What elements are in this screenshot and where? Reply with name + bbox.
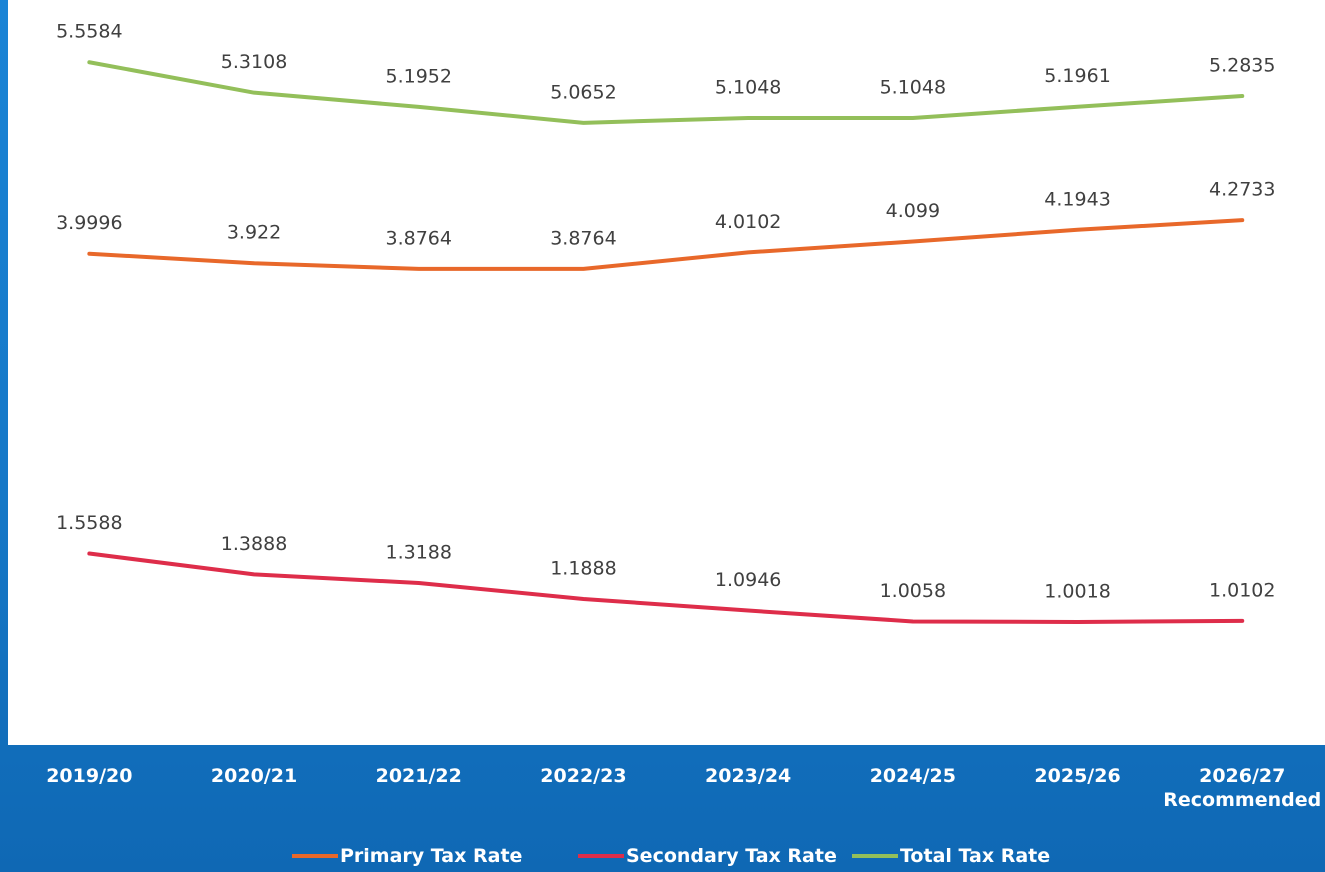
data-label: 5.1048 (715, 76, 781, 98)
legend-swatch (852, 854, 898, 858)
data-label: 5.0652 (550, 81, 616, 103)
x-tick-label: 2020/21 (210, 765, 298, 787)
data-label: 4.2733 (1209, 179, 1275, 201)
data-label: 1.0058 (880, 580, 946, 602)
x-tick-label: 2025/26 (1034, 765, 1121, 787)
x-tick-label: 2023/24 (705, 765, 792, 787)
data-label: 3.8764 (550, 227, 616, 249)
data-label: 1.1888 (550, 557, 616, 579)
x-tick-label: 2024/25 (869, 765, 956, 787)
x-tick-label: 2021/22 (375, 765, 462, 787)
data-label: 5.3108 (221, 51, 287, 73)
data-label: 4.0102 (715, 211, 781, 233)
data-label: 1.0102 (1209, 579, 1275, 601)
data-label: 1.0018 (1044, 580, 1110, 602)
series-line (87, 218, 1245, 271)
x-tick-label: 2022/23 (540, 765, 627, 787)
legend-item: Secondary Tax Rate (578, 845, 837, 867)
legend-label: Secondary Tax Rate (626, 845, 837, 867)
data-label: 4.099 (886, 200, 940, 222)
data-label: 5.1961 (1044, 65, 1110, 87)
data-label: 4.1943 (1044, 188, 1110, 210)
legend-swatch (292, 854, 338, 858)
data-label: 1.3188 (386, 542, 452, 564)
x-tick-label: 2019/20 (46, 765, 133, 787)
series-line (87, 551, 1245, 624)
data-label: 3.8764 (386, 227, 452, 249)
data-label: 5.5584 (56, 21, 122, 43)
data-label: 3.9996 (56, 212, 122, 234)
data-label: 1.0946 (715, 569, 781, 591)
legend-item: Primary Tax Rate (292, 845, 522, 867)
data-label: 3.922 (227, 222, 281, 244)
data-label: 5.2835 (1209, 55, 1275, 77)
legend-label: Total Tax Rate (900, 845, 1051, 867)
data-label: 1.5588 (56, 512, 122, 534)
data-label: 5.1952 (386, 65, 452, 87)
legend-item: Total Tax Rate (852, 845, 1050, 867)
series-line (87, 60, 1245, 125)
legend-label: Primary Tax Rate (340, 845, 523, 867)
data-label: 5.1048 (880, 76, 946, 98)
legend-swatch (578, 854, 624, 858)
x-tick-label: 2026/27 Recommended (1163, 765, 1322, 811)
data-label: 1.3888 (221, 533, 287, 555)
